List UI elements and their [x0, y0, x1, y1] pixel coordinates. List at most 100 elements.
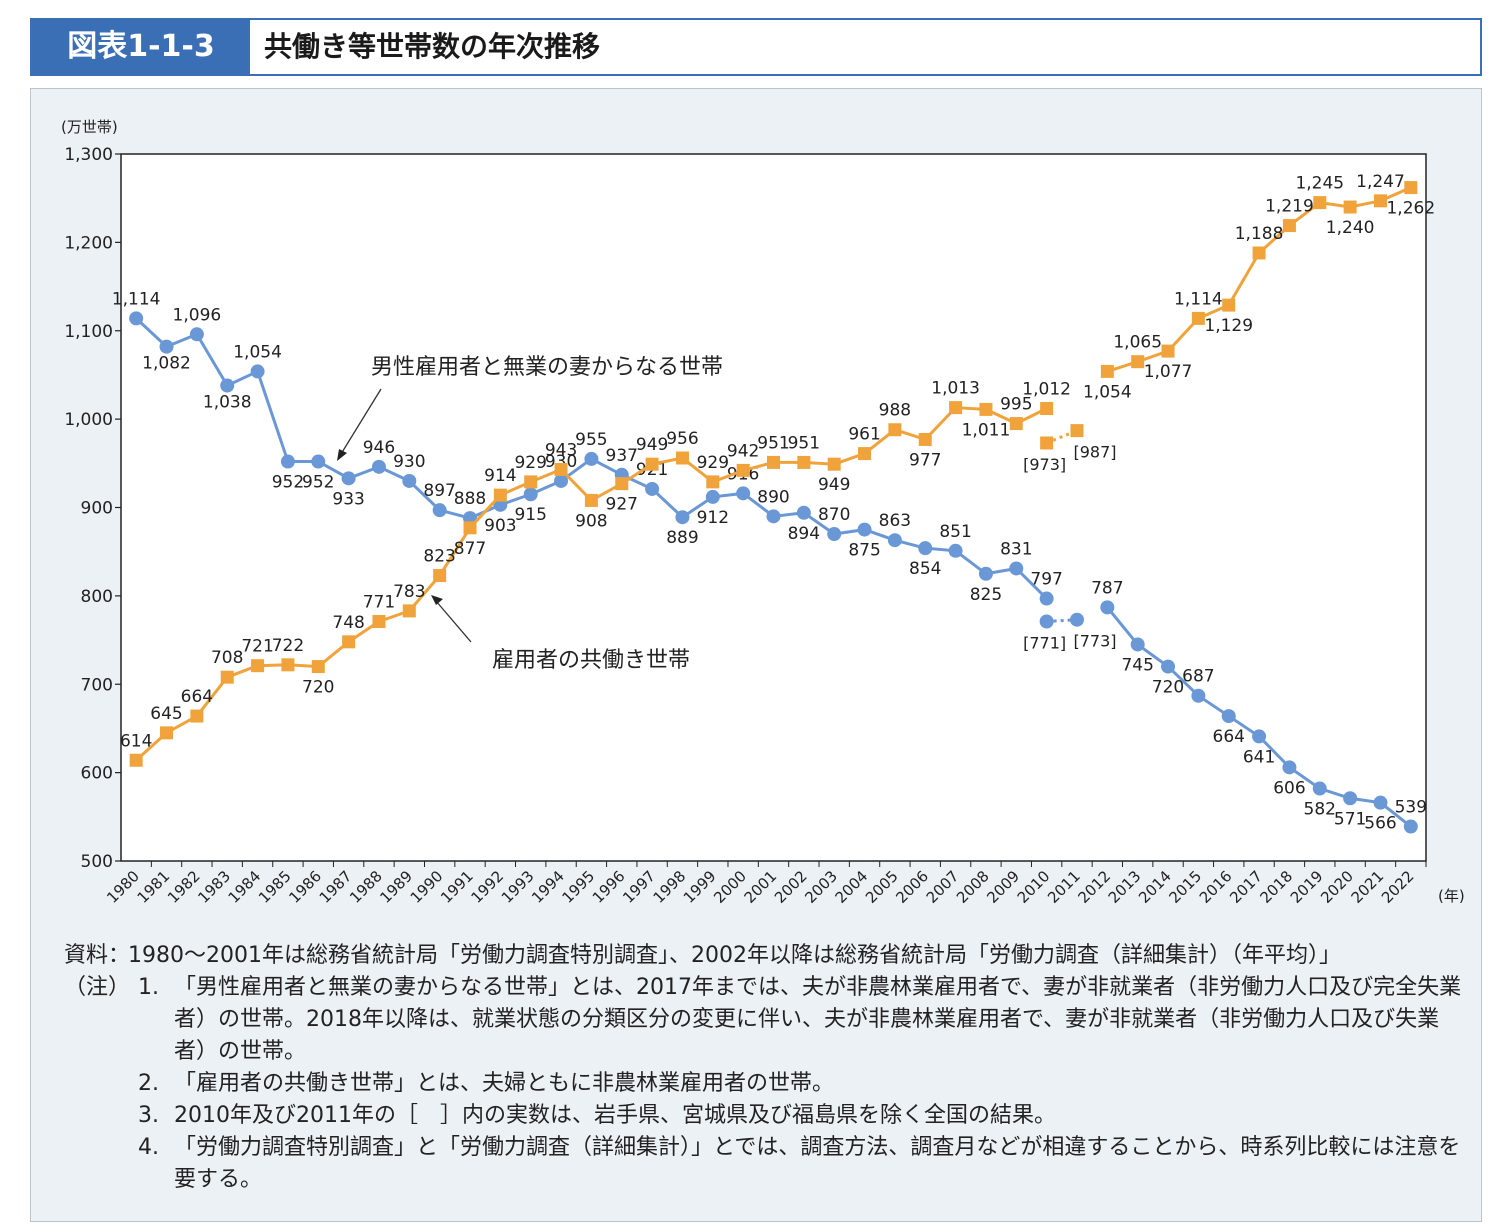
- bracket-data-label: [773]: [1073, 632, 1116, 651]
- data-point: [554, 462, 568, 476]
- data-point: [160, 726, 174, 740]
- x-tick-label: 2004: [832, 867, 872, 907]
- data-label: 708: [211, 648, 243, 668]
- data-point: [888, 423, 902, 437]
- data-label: 914: [484, 466, 516, 486]
- data-label: 912: [697, 508, 729, 528]
- data-point: [1100, 364, 1114, 378]
- x-tick-label: 1982: [164, 867, 204, 907]
- data-point: [129, 311, 144, 326]
- x-tick-label: 2019: [1287, 867, 1327, 907]
- data-label: 1,065: [1113, 333, 1162, 353]
- data-label: 943: [545, 440, 577, 460]
- bracket-point: [1039, 614, 1054, 629]
- data-label: 854: [909, 559, 941, 579]
- data-label: 571: [1334, 809, 1366, 829]
- data-point: [1039, 591, 1054, 606]
- data-point: [1312, 781, 1327, 796]
- data-label: 889: [666, 528, 698, 548]
- bracket-connector: [1046, 618, 1078, 624]
- data-point: [1252, 246, 1266, 260]
- data-point: [1009, 561, 1024, 576]
- data-label: 1,038: [203, 393, 252, 413]
- x-tick-label: 2000: [710, 867, 750, 907]
- data-label: 1,082: [142, 354, 191, 374]
- data-point: [827, 527, 842, 542]
- source-head: 資料：: [64, 943, 131, 968]
- data-point: [342, 635, 356, 649]
- note-head: （注）: [64, 975, 131, 1000]
- data-point: [1100, 600, 1115, 615]
- series-arrowhead: [431, 595, 443, 605]
- data-point: [250, 364, 265, 379]
- data-point: [311, 660, 325, 674]
- x-tick-label: 2015: [1165, 867, 1205, 907]
- data-label: 797: [1030, 570, 1062, 590]
- data-label: 927: [606, 495, 638, 515]
- note-number: 1.: [138, 975, 159, 1000]
- data-point: [706, 475, 720, 489]
- note-item-1: （注） 1. 「男性雇用者と無業の妻からなる世帯」とは、2017年までは、夫が非…: [64, 972, 1464, 1068]
- data-point: [827, 457, 841, 471]
- data-point: [1221, 709, 1236, 724]
- data-point: [1191, 688, 1206, 703]
- data-label: 720: [1152, 678, 1184, 698]
- data-point: [1404, 181, 1418, 195]
- data-label: 823: [423, 547, 455, 567]
- x-tick-label: 2012: [1074, 867, 1114, 907]
- data-point: [1252, 729, 1267, 744]
- x-tick-label: 1993: [498, 867, 538, 907]
- data-point: [1343, 200, 1357, 214]
- data-point: [857, 522, 872, 537]
- data-point: [432, 503, 447, 518]
- data-label: 929: [697, 453, 729, 473]
- note-text: 2010年及び2011年の［ ］内の実数は、岩手県、宮城県及び福島県を除く全国の…: [174, 1103, 1056, 1128]
- data-label: 863: [879, 511, 911, 531]
- x-tick-label: 2008: [953, 867, 993, 907]
- data-label: 930: [545, 452, 577, 472]
- x-tick-label: 2021: [1348, 867, 1388, 907]
- data-label: 1,013: [931, 379, 980, 399]
- x-tick-label: 1995: [559, 867, 599, 907]
- data-point: [523, 487, 538, 502]
- note-item-4: 4. 「労働力調査特別調査」と「労働力調査（詳細集計）」とでは、調査方法、調査月…: [64, 1132, 1464, 1196]
- data-label: 908: [575, 511, 607, 531]
- data-point: [159, 339, 174, 354]
- data-point: [705, 489, 720, 504]
- data-point: [918, 541, 933, 556]
- data-label: 851: [939, 522, 971, 542]
- y-tick-label: 600: [81, 764, 113, 784]
- data-point: [675, 451, 689, 465]
- data-label: 961: [848, 425, 880, 445]
- data-point: [280, 454, 295, 469]
- data-label: 641: [1243, 747, 1275, 767]
- data-point: [1403, 819, 1418, 834]
- data-label: 915: [514, 505, 546, 525]
- data-point: [858, 447, 872, 461]
- data-label: 825: [970, 585, 1002, 605]
- data-point: [918, 432, 932, 446]
- data-label: 942: [727, 441, 759, 461]
- x-tick-label: 1986: [285, 867, 325, 907]
- data-label: 946: [363, 438, 395, 458]
- x-tick-label: 2014: [1135, 867, 1175, 907]
- y-tick-label: 1,300: [64, 145, 113, 165]
- x-tick-label: 2006: [892, 867, 932, 907]
- data-label: 949: [636, 435, 668, 455]
- bracket-data-label: [771]: [1023, 634, 1066, 653]
- x-tick-label: 2020: [1317, 867, 1357, 907]
- y-tick-label: 500: [81, 852, 113, 872]
- data-point: [1131, 355, 1145, 369]
- x-tick-label: 2011: [1044, 867, 1084, 907]
- x-tick-label: 2022: [1378, 867, 1418, 907]
- data-label: 929: [514, 453, 546, 473]
- data-point: [645, 481, 660, 496]
- data-point: [1373, 795, 1388, 810]
- series-arrowhead: [337, 449, 347, 461]
- x-tick-label: 1992: [467, 867, 507, 907]
- x-tick-label: 1989: [376, 867, 416, 907]
- data-label: 951: [757, 433, 789, 453]
- data-label: 888: [454, 489, 486, 509]
- data-point: [1191, 311, 1205, 325]
- data-label: 952: [272, 473, 304, 493]
